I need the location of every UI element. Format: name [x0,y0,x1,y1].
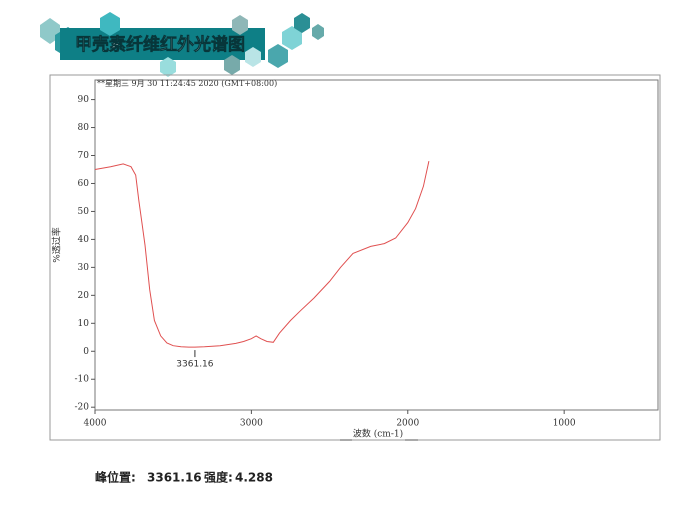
y-tick-label: -20 [75,403,90,413]
footer-position-label: 峰位置: [95,470,136,485]
y-tick-label: 80 [78,123,90,133]
spectrum-line [94,160,430,348]
plot-frame [94,79,659,411]
y-tick-label: 50 [78,207,90,217]
y-axis-label: %透过率 [51,227,63,263]
header: **星期三 9月 30 11:24:45 2020 (GMT+08:00) [97,79,277,88]
footer-position: 3361.16 [147,471,202,485]
x-tick-label: 2000 [396,419,419,429]
x-axis-label: 波数 (cm-1) [353,428,403,440]
banner-decoration [40,12,324,77]
y-tick-label: 90 [78,95,90,105]
x-tick-label: 3000 [240,419,263,429]
footer-intensity: 4.288 [235,471,273,485]
y-tick-label: 70 [78,151,90,161]
y-tick-label: 20 [78,291,90,301]
chart-title: 甲壳素纤维红外光谱图 [75,34,245,55]
y-tick-label: 60 [78,179,90,189]
y-tick-label: 0 [83,347,89,357]
x-tick-label: 1000 [553,419,576,429]
y-tick-label: 10 [78,319,90,329]
peak-label: 3361.16 [176,360,213,370]
y-tick-label: -10 [75,375,90,385]
x-tick-label: 4000 [84,419,107,429]
outer-frame [49,74,661,441]
y-tick-label: 30 [78,263,90,273]
y-tick-label: 40 [78,235,90,245]
footer-intensity-label: 强度: [204,470,233,485]
